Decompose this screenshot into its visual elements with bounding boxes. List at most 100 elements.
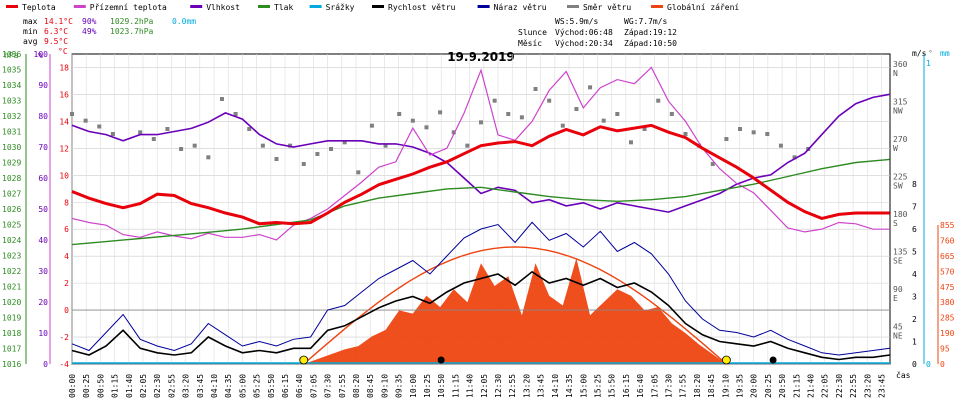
info-ws: WS:5.9m/s (555, 17, 599, 26)
tick-hpa: 1032 (2, 112, 21, 121)
tick-mm: 0 (926, 360, 931, 369)
series-gust (71, 221, 890, 356)
series-dir-point (260, 143, 265, 148)
sun-moon-info: WS:5.9m/s WG:7.7m/s Slunce Východ:06:48 … (518, 17, 677, 48)
tick-hpa: 1020 (2, 298, 21, 307)
series-dir-point (560, 123, 565, 128)
tick-x: 02:05 (139, 374, 148, 398)
tick-dir-cardinal: N (893, 69, 898, 78)
tick-hpa: 1033 (2, 97, 21, 106)
tick-x: 16:15 (622, 374, 631, 398)
tick-hpa: 1030 (2, 143, 21, 152)
tick-x: 17:05 (650, 374, 659, 398)
series-dir-point (683, 132, 688, 136)
tick-dir-cardinal: NW (893, 107, 903, 116)
series-dir-point (710, 162, 715, 166)
series-dir-point (506, 112, 511, 116)
tick-x: 03:45 (196, 374, 205, 398)
series-dir-point (70, 112, 74, 116)
tick-solar: 190 (940, 329, 955, 338)
tick-pct: 0 (43, 360, 48, 369)
tick-x: 10:25 (423, 374, 432, 398)
series-dir-point (329, 147, 334, 151)
tick-x: 23:45 (877, 374, 886, 398)
series-dir-point (179, 147, 184, 151)
series-ground (71, 66, 890, 241)
series-dir-point (356, 170, 361, 175)
tick-dir-cardinal: SW (893, 182, 903, 191)
legend-label-precip: Srážky (326, 3, 355, 12)
axis-title-ms: m/s (912, 49, 927, 58)
tick-x: 10:00 (409, 374, 418, 398)
tick-temp: -4 (59, 360, 69, 369)
tick-hpa: 1035 (2, 66, 21, 75)
tick-x: 15:25 (593, 374, 602, 398)
tick-hpa: 1025 (2, 221, 21, 230)
tick-solar: 285 (940, 314, 955, 323)
tick-x: 22:05 (821, 374, 830, 398)
series-hum (71, 93, 890, 213)
tick-hpa: 1017 (2, 345, 21, 354)
tick-x: 00:00 (68, 374, 77, 398)
tick-x: 17:55 (679, 374, 688, 398)
tick-hpa: 1018 (2, 329, 21, 338)
legend-swatch-precip (309, 5, 322, 8)
plot-area (70, 66, 890, 365)
tick-dir: 225 (893, 173, 908, 182)
series-dir-point (765, 132, 770, 136)
tick-dir: 315 (893, 98, 908, 107)
tick-dir-cardinal: SE (893, 257, 903, 266)
tick-hpa: 1029 (2, 159, 21, 168)
series-dir-point (751, 130, 756, 135)
tick-temp: 12 (59, 144, 69, 153)
tick-dir: 180 (893, 210, 908, 219)
tick-mm: 1 (926, 59, 931, 68)
series-solar (72, 258, 890, 364)
tick-pct: 90 (38, 81, 48, 90)
series-dir-point (274, 157, 279, 161)
info-moonrise: Východ:20:34 (555, 39, 613, 48)
tick-temp: 8 (64, 198, 69, 207)
legend-swatch-gust (477, 5, 490, 8)
tick-x: 05:25 (253, 374, 262, 398)
series-dir-point (410, 118, 415, 123)
series-dir-point (738, 127, 743, 131)
series-dir-point (615, 112, 620, 116)
tick-x: 23:20 (863, 374, 872, 398)
tick-ms: 3 (912, 293, 917, 302)
tick-x: 18:45 (707, 374, 716, 398)
legend-swatch-wind (372, 5, 384, 8)
stat-avg-label: avg (23, 37, 38, 46)
series-dir-point (588, 85, 593, 90)
tick-pct: 80 (38, 112, 48, 121)
tick-pct: 60 (38, 174, 48, 183)
series-dir-point (397, 112, 402, 116)
info-wg: WG:7.7m/s (624, 17, 668, 26)
series-dir-point (492, 98, 497, 103)
tick-x: 14:10 (551, 374, 560, 398)
tick-x: 15:00 (579, 374, 588, 398)
stats-panel: max 14.1°C 90% 1029.2hPa 0.0mm min 6.3°C… (23, 17, 196, 46)
stat-max-temp: 14.1°C (44, 17, 73, 26)
tick-x: 13:20 (522, 374, 531, 398)
series-dir-point (451, 130, 456, 135)
tick-hpa: 1027 (2, 190, 21, 199)
tick-x: 16:40 (636, 374, 645, 398)
series-dir-point (778, 143, 783, 148)
tick-x: 05:00 (238, 374, 247, 398)
tick-x: 22:55 (849, 374, 858, 398)
axis-title-hpa: hPa (4, 51, 19, 60)
tick-hpa: 1019 (2, 314, 21, 323)
tick-solar: 380 (940, 298, 955, 307)
series-solar-clearsky (303, 246, 727, 365)
tick-solar: 95 (940, 345, 950, 354)
tick-x: 06:15 (281, 374, 290, 398)
tick-hpa: 1016 (2, 360, 21, 369)
info-sun-label: Slunce (518, 28, 547, 37)
series-dir-point (165, 127, 170, 131)
tick-temp: 4 (64, 252, 69, 261)
sunset-marker (722, 355, 731, 365)
axis-title-dir: ° (928, 49, 933, 58)
tick-x: 06:40 (295, 374, 304, 398)
